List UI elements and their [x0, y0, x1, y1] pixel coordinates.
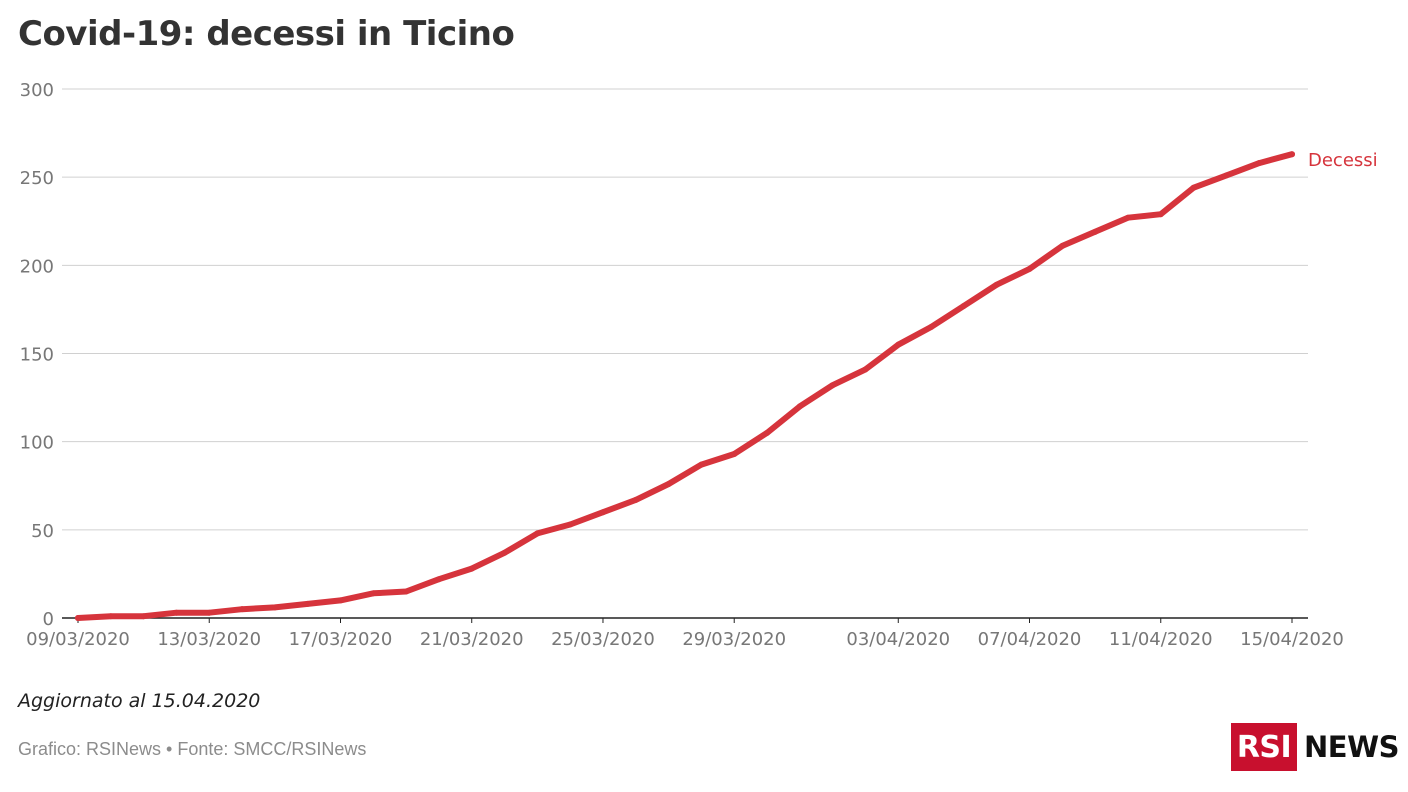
y-tick-label: 250 [20, 168, 54, 189]
x-tick-label: 17/03/2020 [289, 629, 393, 650]
data-point [1256, 160, 1263, 167]
data-point [140, 613, 147, 620]
data-point [698, 461, 705, 468]
data-point [206, 609, 213, 616]
data-point [1190, 184, 1197, 191]
data-point [1124, 214, 1131, 221]
rsi-logo-box: RSI [1231, 723, 1297, 771]
x-tick-label: 15/04/2020 [1240, 629, 1344, 650]
updated-note: Aggiornato al 15.04.2020 [18, 690, 261, 712]
data-point [337, 597, 344, 604]
x-tick-label: 07/04/2020 [978, 629, 1082, 650]
data-point [239, 606, 246, 613]
data-point [895, 341, 902, 348]
y-tick-label: 300 [20, 80, 54, 101]
data-point [1092, 228, 1099, 235]
data-point [304, 600, 311, 607]
data-point [271, 604, 278, 611]
series-layer: Decessi [75, 150, 1378, 621]
x-tick-label: 29/03/2020 [682, 629, 786, 650]
data-point [567, 521, 574, 528]
data-point [829, 382, 836, 389]
data-point [960, 302, 967, 309]
news-logo-word: NEWS [1304, 730, 1399, 764]
chart-title: Covid-19: decessi in Ticino [18, 14, 515, 54]
source-credit: Grafico: RSINews • Fonte: SMCC/RSINews [18, 739, 367, 759]
data-point [862, 366, 869, 373]
x-tick-label: 11/04/2020 [1109, 629, 1213, 650]
data-point [796, 403, 803, 410]
data-point [468, 565, 475, 572]
y-axis-tick-labels: 0 50 100 150 200 250 300 [20, 80, 54, 630]
data-point [173, 609, 180, 616]
y-tick-label: 100 [20, 433, 54, 454]
y-tick-label: 50 [31, 521, 54, 542]
x-tick-label: 25/03/2020 [551, 629, 655, 650]
y-tick-label: 0 [43, 609, 54, 630]
data-point [928, 324, 935, 331]
data-point [1223, 172, 1230, 179]
data-point [632, 496, 639, 503]
data-point [1059, 242, 1066, 249]
line-chart: 0 50 100 150 200 250 300 09/03/2020 13/03/2020 1… [20, 80, 1378, 650]
data-point [665, 480, 672, 487]
data-point [599, 509, 606, 516]
x-tick-label: 09/03/2020 [26, 629, 130, 650]
data-point [731, 451, 738, 458]
y-tick-label: 200 [20, 256, 54, 277]
data-point [534, 530, 541, 537]
x-tick-label: 03/04/2020 [846, 629, 950, 650]
data-point [1289, 151, 1295, 158]
data-point [75, 615, 81, 621]
series-label-decessi: Decessi [1308, 150, 1378, 171]
data-point [764, 429, 771, 436]
data-point [403, 588, 410, 595]
data-point [107, 613, 114, 620]
data-point [1026, 265, 1033, 272]
series-line-decessi [75, 151, 1295, 621]
x-tick-label: 21/03/2020 [420, 629, 524, 650]
rsi-news-logo: RSI NEWS [1231, 723, 1399, 771]
grid-lines [62, 88, 1308, 531]
data-point [435, 576, 442, 583]
x-tick-label: 13/03/2020 [157, 629, 261, 650]
x-axis-tick-labels: 09/03/2020 13/03/2020 17/03/2020 21/03/2020… [26, 618, 1344, 650]
data-point [1157, 211, 1164, 218]
data-point [993, 281, 1000, 288]
data-point [370, 590, 377, 597]
y-tick-label: 150 [20, 345, 54, 366]
data-point [501, 549, 508, 556]
